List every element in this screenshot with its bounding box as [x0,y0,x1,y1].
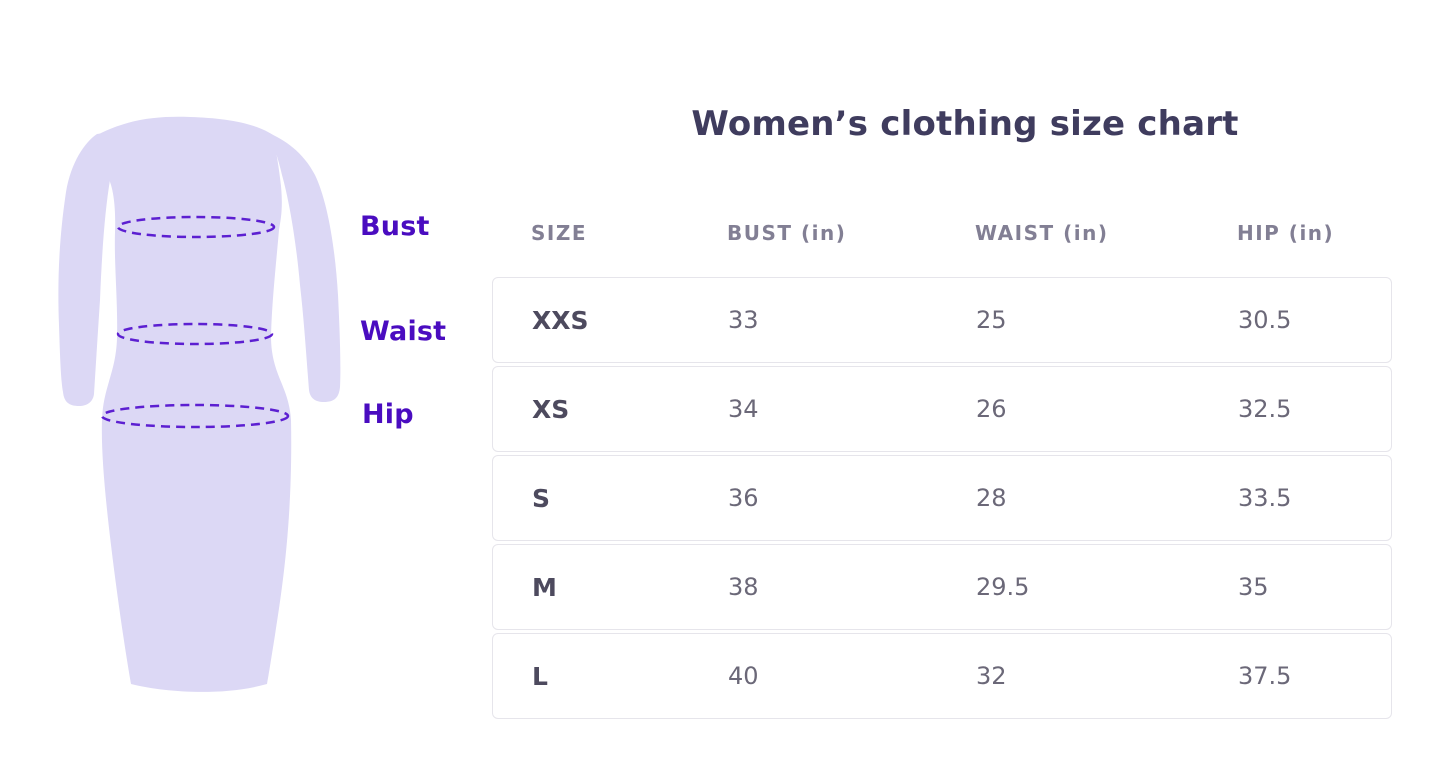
size-cell: XXS [532,305,589,335]
col-header-bust: BUST (in) [727,221,847,245]
waist-cell: 32 [976,662,1007,690]
hip-cell: 37.5 [1238,662,1292,690]
hip-cell: 35 [1238,573,1269,601]
hip-label: Hip [362,399,414,430]
waist-cell: 25 [976,306,1007,334]
bust-cell: 40 [728,662,759,690]
dress-figure-illustration [58,116,341,692]
dress-right-sleeve [267,132,341,402]
waist-label: Waist [360,316,447,347]
col-header-size: SIZE [531,221,588,245]
hip-cell: 33.5 [1238,484,1292,512]
hip-measurement-line [100,403,290,429]
page-title: Women’s clothing size chart [691,104,1239,144]
table-row-xxs: XXS 33 25 30.5 [492,277,1392,363]
bust-label: Bust [360,211,430,242]
table-row-m: M 38 29.5 35 [492,544,1392,630]
waist-cell: 26 [976,395,1007,423]
dress-left-sleeve [58,130,126,406]
hip-cell: 30.5 [1238,306,1292,334]
col-header-hip: HIP (in) [1237,221,1335,245]
table-header-row: SIZE BUST (in) WAIST (in) HIP (in) [492,216,1392,250]
table-row-s: S 36 28 33.5 [492,455,1392,541]
waist-measurement-line [116,322,274,346]
size-cell: M [532,572,557,602]
size-cell: S [532,483,551,513]
size-cell: XS [532,394,570,424]
bust-cell: 34 [728,395,759,423]
table-row-l: L 40 32 37.5 [492,633,1392,719]
bust-measurement-line [116,215,276,239]
table-row-xs: XS 34 26 32.5 [492,366,1392,452]
waist-cell: 29.5 [976,573,1030,601]
bust-cell: 38 [728,573,759,601]
size-cell: L [532,661,548,691]
waist-cell: 28 [976,484,1007,512]
col-header-waist: WAIST (in) [975,221,1109,245]
bust-cell: 33 [728,306,759,334]
dress-body [97,116,292,692]
size-table: XXS 33 25 30.5 XS 34 26 32.5 S 36 28 33.… [492,277,1392,719]
hip-cell: 32.5 [1238,395,1292,423]
bust-cell: 36 [728,484,759,512]
